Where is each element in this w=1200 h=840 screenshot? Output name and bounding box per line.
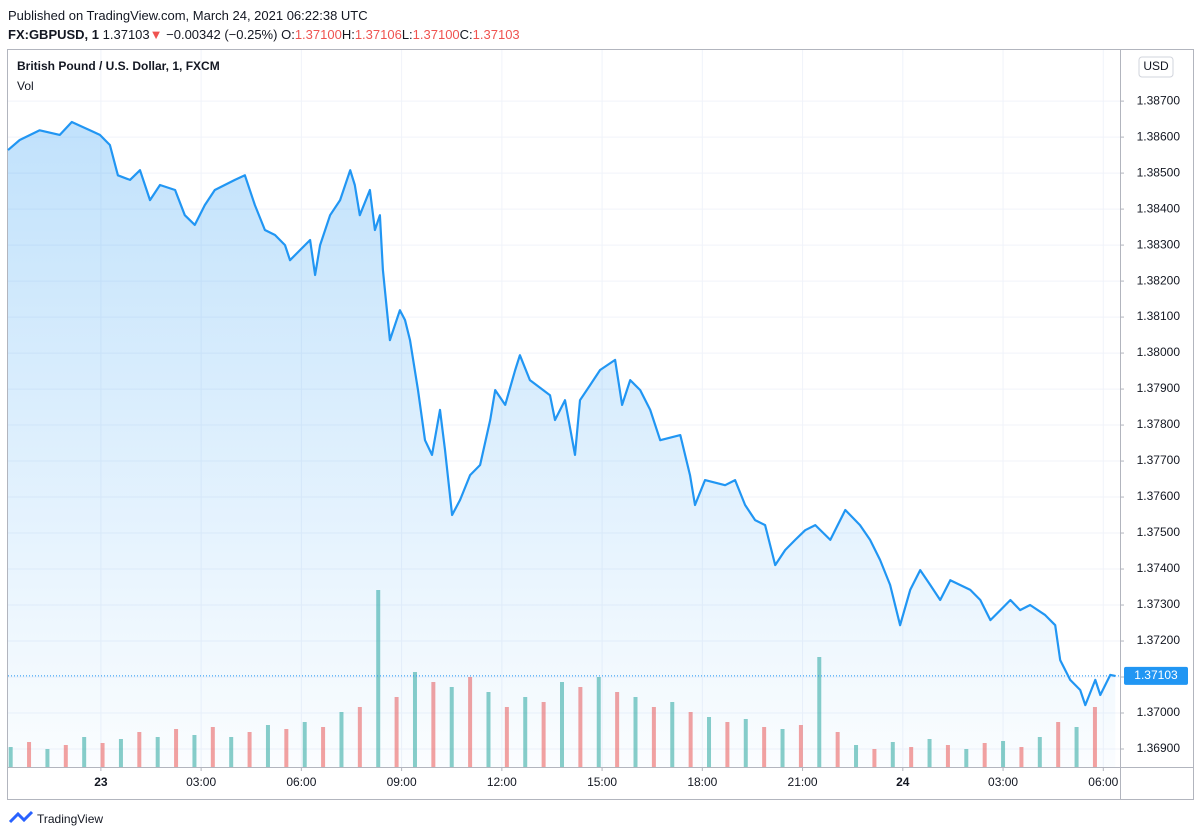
y-tick-label: 1.38500 [1137,165,1181,179]
ohlc: O:1.37100H:1.37106L:1.37100C:1.37103 [281,27,520,42]
last-price-box [1124,666,1188,685]
x-tick-label: 06:00 [1088,775,1118,789]
symbol: FX:GBPUSD, 1 [8,27,100,42]
ohlc-label: O: [281,27,295,42]
volume-legend: Vol [17,79,34,93]
ohlc-value: 1.37103 [472,27,520,42]
y-tick-label: 1.37500 [1137,525,1181,539]
last: 1.37103 [102,27,150,42]
quote-line: FX:GBPUSD, 1 1.37103▼ −0.00342 (−0.25%) … [8,25,520,44]
y-tick-label: 1.37600 [1137,489,1181,503]
y-tick-label: 1.38000 [1137,345,1181,359]
y-tick-label: 1.37300 [1137,597,1181,611]
price-line [7,120,1116,707]
currency: USD [1143,59,1169,73]
ohlc-value: 1.37100 [412,27,460,42]
y-tick-label: 1.37900 [1137,381,1181,395]
change: −0.00342 (−0.25%) [166,27,278,42]
currency-box [1138,56,1174,78]
logo-icon [8,810,34,824]
footer-brand: TradingView [37,812,103,826]
y-tick-label: 1.37000 [1137,705,1181,719]
x-tick-label: 03:00 [988,775,1018,789]
x-tick-label: 03:00 [186,775,216,789]
y-tick-label: 1.36900 [1137,741,1181,755]
y-tick-label: 1.38100 [1137,309,1181,323]
x-tick-label: 12:00 [487,775,517,789]
ohlc-value: 1.37106 [354,27,402,42]
area-fill [8,122,1116,767]
x-tick-label: 15:00 [587,775,617,789]
ohlc-value: 1.37100 [294,27,342,42]
y-tick-label: 1.37700 [1137,453,1181,467]
frame [7,49,1194,800]
y-tick-label: 1.38700 [1137,93,1181,107]
x-tick-label: 24 [896,775,910,789]
ohlc-label: C: [459,27,473,42]
published-line: Published on TradingView.com, March 24, … [8,8,368,23]
y-tick-label: 1.38300 [1137,237,1181,251]
last-price-label: 1.37103 [1134,668,1178,682]
chart-title: British Pound / U.S. Dollar, 1, FXCM [17,59,220,73]
arrow: ▼ [149,27,163,42]
ohlc-label: L: [401,27,413,42]
x-tick-label: 23 [94,775,108,789]
y-tick-label: 1.38400 [1137,201,1181,215]
y-tick-label: 1.38200 [1137,273,1181,287]
x-tick-label: 18:00 [687,775,717,789]
x-tick-label: 09:00 [387,775,417,789]
footer-logo: TradingView [8,810,103,826]
x-tick-label: 21:00 [788,775,818,789]
y-tick-label: 1.37800 [1137,417,1181,431]
y-tick-label: 1.37400 [1137,561,1181,575]
y-tick-label: 1.38600 [1137,129,1181,143]
x-tick-label: 06:00 [286,775,316,789]
ohlc-label: H: [341,27,355,42]
header: Published on TradingView.com, March 24, … [8,6,520,44]
y-tick-label: 1.37200 [1137,633,1181,647]
